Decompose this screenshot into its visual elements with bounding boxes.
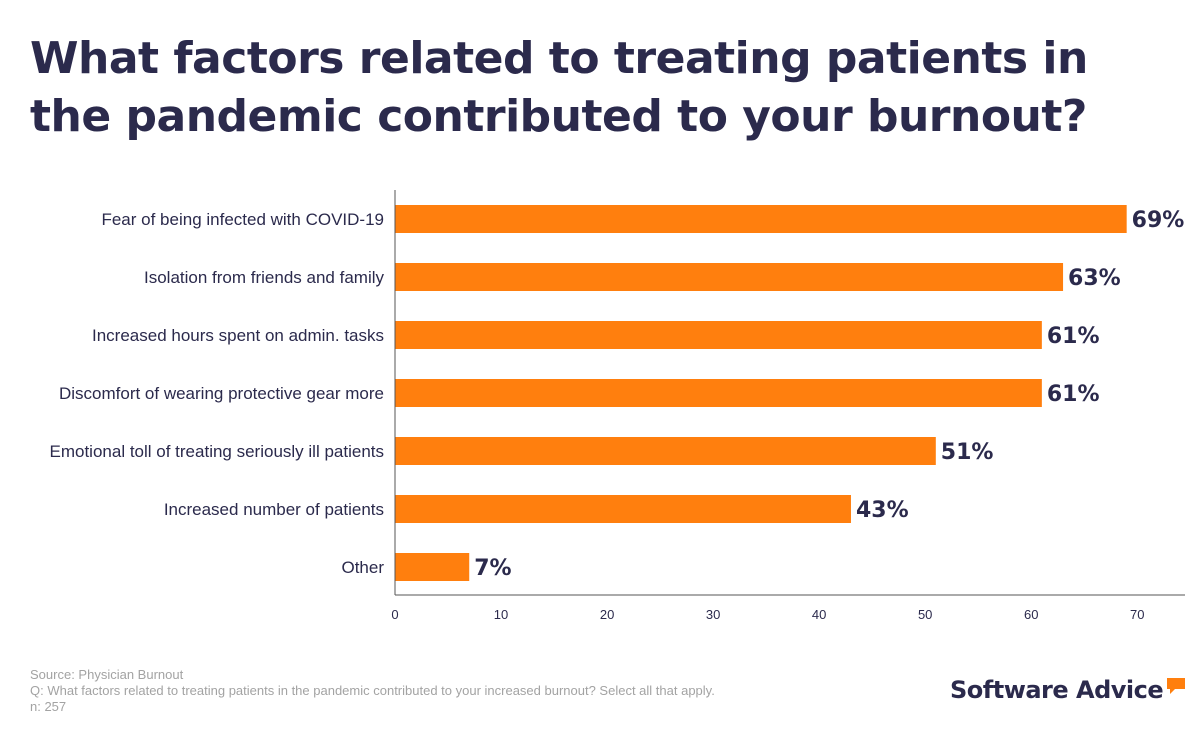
category-label: Increased number of patients [164, 500, 384, 519]
value-label: 63% [1068, 266, 1121, 291]
category-label: Increased hours spent on admin. tasks [92, 326, 384, 345]
category-label: Fear of being infected with COVID-19 [101, 210, 384, 229]
value-label: 61% [1047, 324, 1100, 349]
x-tick-label: 50 [918, 607, 932, 622]
x-tick-label: 30 [706, 607, 720, 622]
x-tick-label: 20 [600, 607, 614, 622]
x-tick-label: 10 [494, 607, 508, 622]
axes: 0 10 20 30 40 50 60 70 [391, 190, 1185, 622]
bar [395, 379, 1042, 407]
bar [395, 437, 936, 465]
value-label: 69% [1132, 208, 1185, 233]
x-tick-label: 40 [812, 607, 826, 622]
question-note: Q: What factors related to treating pati… [30, 683, 715, 698]
bar [395, 205, 1127, 233]
bar [395, 263, 1064, 291]
category-label: Emotional toll of treating seriously ill… [50, 442, 385, 461]
category-label: Discomfort of wearing protective gear mo… [59, 384, 384, 403]
value-label: 61% [1047, 382, 1100, 407]
x-tick-label: 60 [1024, 607, 1038, 622]
speech-bubble-icon [1167, 678, 1186, 694]
x-tick-label: 70 [1130, 607, 1144, 622]
chart-title: What factors related to treating patient… [30, 33, 1088, 142]
sample-size-note: n: 257 [30, 699, 67, 714]
brand-name: Software Advice [950, 676, 1164, 704]
x-tick-label: 0 [391, 607, 398, 622]
bar [395, 495, 851, 523]
chart-footer: Source: Physician Burnout Q: What factor… [30, 667, 715, 715]
value-label: 43% [856, 498, 909, 523]
category-label: Other [341, 558, 384, 577]
bar [395, 321, 1042, 349]
value-label: 51% [941, 440, 994, 465]
brand-logo: Software Advice [950, 676, 1187, 704]
source-note: Source: Physician Burnout [30, 667, 184, 682]
bar-chart: Fear of being infected with COVID-19 69% I… [50, 190, 1185, 622]
value-label: 7% [474, 556, 511, 581]
bar [395, 553, 470, 581]
bars: Fear of being infected with COVID-19 69% I… [50, 205, 1185, 581]
category-label: Isolation from friends and family [144, 268, 384, 287]
